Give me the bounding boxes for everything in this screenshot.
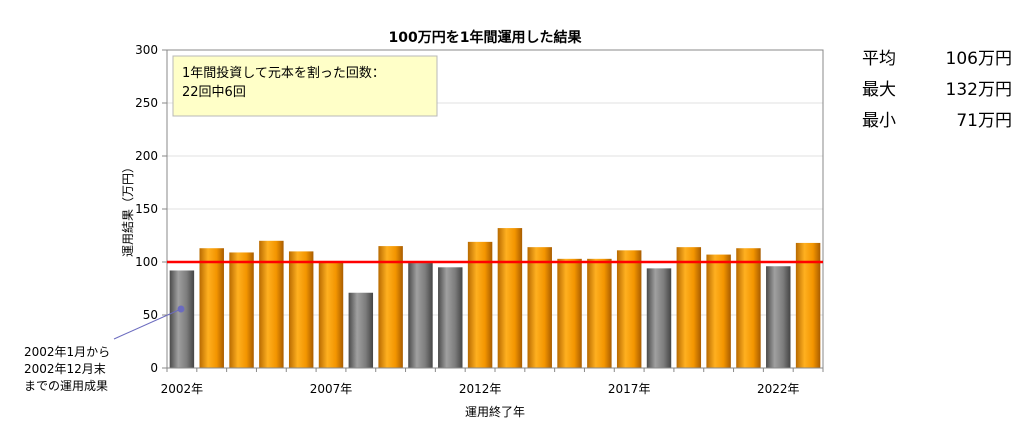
x-axis: 2002年 2007年 2012年 2017年 2022年 [161,368,824,396]
x-tick-label: 2012年 [459,382,502,396]
stat-min-value: 71万円 [956,111,1012,131]
bar-2022 [766,266,791,368]
bar-2011 [438,267,463,368]
bar-2007 [318,260,344,368]
annotation-line-1: 1年間投資して元本を割った回数： [182,65,385,81]
x-tick-label: 2022年 [757,382,800,396]
stat-min: 最小 71万円 [862,106,1012,137]
x-tick-label: 2017年 [608,382,651,396]
chart-title: 100万円を1年間運用した結果 [389,29,583,46]
bars [169,228,821,368]
x-tick-label: 2007年 [310,382,353,396]
y-axis-label: 運用結果（万円） [121,161,135,257]
callout-line-2: 2002年12月末 [24,362,106,376]
callout-leader-line [113,308,182,340]
bar-2023 [795,242,821,368]
bar-2009 [378,246,403,368]
bar-2015 [557,258,582,368]
callout-line-1: 2002年1月から [24,345,110,359]
bar-2006 [288,251,314,368]
bar-2017 [616,250,642,368]
bar-2002 [169,270,195,368]
bar-2016 [587,258,612,368]
callout-marker [177,305,185,313]
stat-average-label: 平均 [862,49,896,69]
annotation-box: 1年間投資して元本を割った回数： 22回中6回 [172,55,438,117]
bar-2008 [348,292,374,368]
bar-2010 [408,263,433,368]
y-tick-label: 250 [135,96,158,110]
plot-frame [166,49,824,369]
y-tick-label: 300 [135,43,158,57]
stat-min-label: 最小 [862,111,896,131]
callout: 2002年1月から 2002年12月末 までの運用成果 [24,305,185,393]
bar-2018 [646,268,672,368]
stats-panel: 平均 106万円 最大 132万円 最小 71万円 [862,44,1012,137]
y-tick-label: 50 [143,308,158,322]
stat-average: 平均 106万円 [862,44,1012,75]
y-tick-label: 150 [135,202,158,216]
x-axis-label: 運用終了年 [465,404,525,419]
bar-2019 [676,247,702,368]
stat-average-value: 106万円 [945,49,1012,69]
y-tick-label: 100 [135,255,158,269]
stat-max-label: 最大 [862,80,896,100]
annotation-line-2: 22回中6回 [182,85,246,100]
bar-2004 [229,252,254,368]
bar-2005 [259,240,284,368]
bar-2013 [497,228,523,368]
stat-max: 最大 132万円 [862,75,1012,106]
x-tick-label: 2002年 [161,382,204,396]
bar-chart: 100万円を1年間運用した結果 0 50 100 150 200 250 300 2002年… [24,29,824,419]
y-tick-label: 0 [150,361,158,375]
bar-2003 [199,248,224,368]
y-axis: 0 50 100 150 200 250 300 [135,43,167,375]
callout-line-3: までの運用成果 [24,379,108,393]
y-tick-label: 200 [135,149,158,163]
bar-2020 [706,254,731,368]
stat-max-value: 132万円 [945,80,1012,100]
bar-2014 [527,247,552,368]
bar-2021 [736,248,761,368]
